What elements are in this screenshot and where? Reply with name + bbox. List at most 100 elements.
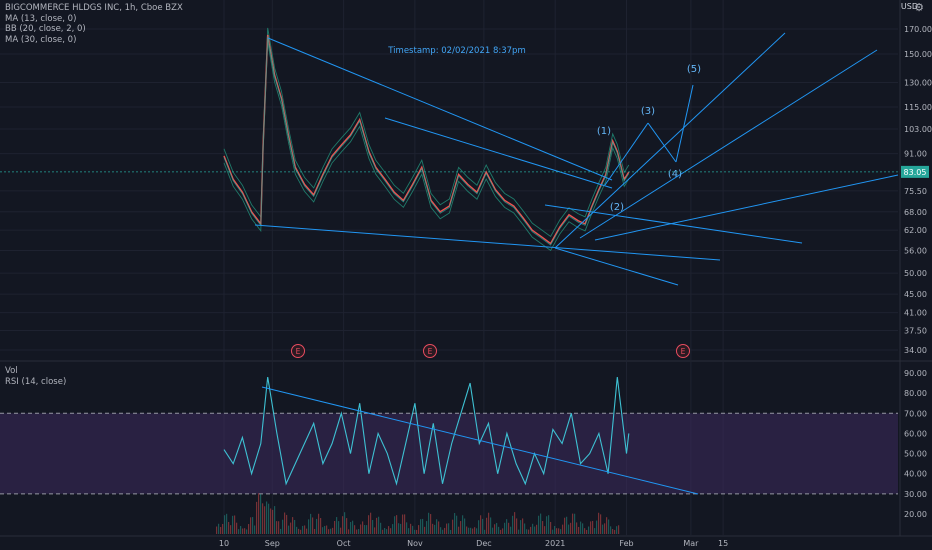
volume-bar	[266, 501, 268, 534]
volume-bar	[238, 529, 240, 534]
volume-bar	[524, 523, 526, 534]
volume-bar	[584, 528, 586, 534]
volume-bar	[296, 526, 298, 534]
volume-bar	[414, 529, 416, 534]
price-tick-label: 91.00	[904, 150, 927, 159]
volume-bar	[302, 525, 304, 534]
earnings-marker	[676, 344, 690, 358]
volume-bar	[258, 493, 260, 534]
volume-bar	[474, 527, 476, 534]
earnings-marker	[423, 344, 437, 358]
rsi-label[interactable]: RSI (14, close)	[5, 376, 67, 387]
volume-bar	[322, 527, 324, 534]
volume-bar	[408, 528, 410, 534]
volume-bar	[260, 494, 262, 534]
volume-bar	[354, 525, 356, 534]
rsi-tick-label: 80.00	[904, 389, 927, 398]
volume-bar	[494, 524, 496, 534]
volume-bar	[532, 523, 534, 534]
volume-bar	[452, 519, 454, 534]
volume-bar	[460, 521, 462, 534]
trendline	[554, 32, 786, 249]
volume-bar	[570, 522, 572, 534]
volume-bar	[312, 517, 314, 534]
volume-bar	[376, 517, 378, 534]
time-tick-label: Nov	[407, 539, 423, 548]
volume-bar	[242, 528, 244, 534]
volume-bar	[366, 525, 368, 534]
price-tick-label: 45.00	[904, 290, 927, 299]
wave-label: (1)	[597, 126, 611, 137]
volume-bar	[604, 523, 606, 534]
volume-bar	[228, 521, 230, 534]
volume-bar	[402, 514, 404, 534]
bollinger-upper-line	[223, 27, 630, 238]
volume-bar	[232, 515, 234, 534]
trendline	[675, 84, 694, 163]
volume-bar	[362, 521, 364, 534]
volume-bar	[290, 522, 292, 534]
volume-bar	[248, 524, 250, 534]
volume-bar	[304, 525, 306, 534]
volume-bar	[276, 521, 278, 534]
trendline	[554, 247, 679, 286]
volume-bar	[396, 515, 398, 534]
trendline	[594, 174, 899, 241]
volume-bar	[264, 506, 266, 534]
symbol-title[interactable]: BIGCOMMERCE HLDGS INC, 1h, Cboe BZX	[5, 3, 183, 13]
volume-bar	[550, 521, 552, 534]
volume-bar	[548, 515, 550, 534]
volume-bar	[502, 528, 504, 534]
volume-bar	[292, 517, 294, 534]
volume-bar	[240, 526, 242, 534]
volume-bar	[496, 522, 498, 534]
volume-bar	[492, 527, 494, 534]
indicator-ma13[interactable]: MA (13, close, 0)	[5, 13, 77, 24]
volume-bar	[392, 524, 394, 534]
volume-bar	[306, 528, 308, 534]
volume-bar	[510, 526, 512, 534]
volume-bar	[418, 525, 420, 534]
volume-bar	[572, 513, 574, 534]
settings-gear-icon[interactable]: ⚙	[914, 1, 924, 14]
volume-bar	[400, 523, 402, 534]
volume-bar	[298, 528, 300, 534]
volume-bar	[586, 529, 588, 534]
volume-bar	[288, 525, 290, 534]
volume-bar	[490, 517, 492, 534]
rsi-tick-label: 20.00	[904, 510, 927, 519]
volume-bar	[600, 514, 602, 534]
volume-bar	[336, 517, 338, 534]
indicator-ma30[interactable]: MA (30, close, 0)	[5, 34, 77, 45]
moving-average-line	[223, 36, 630, 246]
volume-bar	[324, 525, 326, 534]
earnings-marker-label: E	[681, 347, 686, 356]
volume-bar	[508, 522, 510, 534]
volume-bar	[488, 512, 490, 534]
time-tick-label: Sep	[265, 539, 280, 548]
volume-bar	[256, 501, 258, 534]
earnings-marker-label: E	[428, 347, 433, 356]
price-tick-label: 34.00	[904, 346, 927, 355]
rsi-tick-label: 50.00	[904, 450, 927, 459]
volume-bar	[468, 527, 470, 534]
volume-bar	[590, 521, 592, 534]
indicator-bb20[interactable]: BB (20, close, 2, 0)	[5, 24, 86, 34]
trendline	[267, 37, 613, 181]
volume-bar	[538, 515, 540, 534]
volume-bar	[598, 512, 600, 534]
volume-bar	[348, 529, 350, 534]
volume-bar	[250, 517, 252, 534]
currency-label: USD	[900, 2, 918, 11]
volume-bar	[438, 521, 440, 534]
volume-bar	[224, 515, 226, 534]
volume-bar	[226, 513, 228, 534]
volume-bar	[484, 529, 486, 534]
volume-bar	[552, 529, 554, 534]
volume-label[interactable]: Vol	[5, 366, 18, 376]
volume-bar	[310, 513, 312, 534]
volume-bar	[616, 526, 618, 534]
wave-label: (5)	[687, 64, 701, 75]
volume-bar	[416, 529, 418, 534]
price-tick-label: 56.00	[904, 246, 927, 255]
